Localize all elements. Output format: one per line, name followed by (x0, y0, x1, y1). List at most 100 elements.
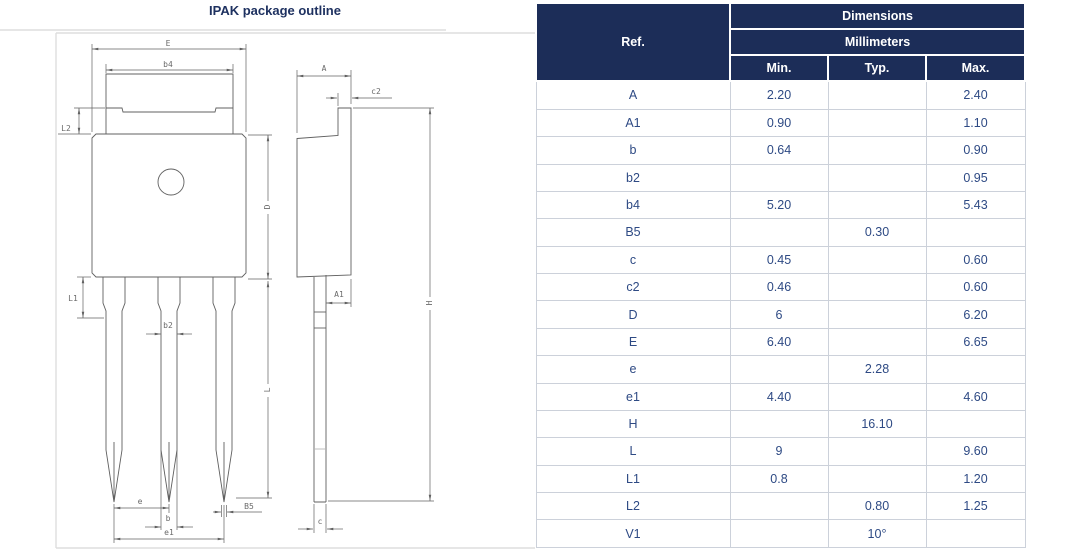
ref-cell: A1 (535, 108, 731, 138)
table-row: V1 10° (535, 519, 1026, 548)
table-row: L2 0.80 1.25 (535, 492, 1026, 521)
header-dimensions: Dimensions (728, 2, 1027, 30)
max-cell: 6.20 (925, 300, 1026, 329)
typ-cell: 10° (827, 519, 927, 548)
ref-cell: V1 (535, 519, 731, 548)
max-cell: 1.25 (925, 492, 1026, 521)
table-row: B5 0.30 (535, 218, 1026, 247)
max-cell: 0.95 (925, 163, 1026, 192)
ref-cell: L1 (535, 464, 731, 494)
max-cell: 1.10 (925, 108, 1026, 138)
table-row: A1 0.90 1.10 (535, 108, 1026, 138)
ref-cell: L2 (535, 492, 731, 521)
ref-cell: c2 (535, 273, 731, 302)
table-row: c 0.45 0.60 (535, 245, 1026, 275)
header-max: Max. (924, 54, 1027, 82)
lead-center (157, 277, 181, 503)
package-outline-drawing: E b4 L2 L1 b2 e b B5 e1 A c2 A1 c D L H (0, 29, 535, 549)
typ-cell: 0.30 (827, 218, 927, 247)
min-cell: 0.45 (729, 245, 829, 275)
table-row: e 2.28 (535, 355, 1026, 384)
typ-cell (827, 80, 927, 110)
typ-cell (827, 163, 927, 192)
min-cell: 6 (729, 300, 829, 329)
dim-label-b: b (166, 514, 171, 523)
header-min: Min. (729, 54, 829, 82)
typ-cell (827, 136, 927, 165)
ref-cell: c (535, 245, 731, 275)
dim-label-e1: e1 (164, 528, 174, 537)
min-cell: 2.20 (729, 80, 829, 110)
tab-step-line (106, 107, 233, 113)
dim-label-L1: L1 (68, 294, 78, 303)
dimensions-table: Ref. Dimensions Millimeters Min. Typ. Ma… (535, 2, 1027, 548)
ref-cell: D (535, 300, 731, 329)
header-millimeters: Millimeters (728, 28, 1027, 56)
figure-title: IPAK package outline (209, 3, 341, 18)
max-cell: 0.60 (925, 273, 1026, 302)
typ-cell (827, 300, 927, 329)
front-view (91, 73, 247, 503)
min-cell (729, 218, 829, 247)
max-cell: 9.60 (925, 437, 1026, 466)
lead-left (102, 277, 126, 503)
typ-cell (827, 437, 927, 466)
table-row: A 2.20 2.40 (535, 80, 1026, 110)
ref-cell: e (535, 355, 731, 384)
dim-label-A: A (322, 64, 327, 73)
front-dimensions (58, 44, 272, 543)
max-cell (925, 519, 1026, 548)
max-cell: 6.65 (925, 327, 1026, 357)
tab-outline (105, 73, 234, 134)
ref-cell: H (535, 409, 731, 439)
package-body (91, 133, 247, 278)
table-row: H 16.10 (535, 409, 1026, 439)
min-cell (729, 409, 829, 439)
dim-label-E: E (166, 39, 171, 48)
side-view (296, 107, 352, 503)
table-row: E 6.40 6.65 (535, 327, 1026, 357)
dim-label-b4: b4 (163, 60, 173, 69)
typ-cell: 16.10 (827, 409, 927, 439)
figure-border (0, 29, 535, 549)
dim-label-b2: b2 (163, 321, 173, 330)
max-cell: 5.43 (925, 190, 1026, 220)
typ-cell (827, 108, 927, 138)
min-cell: 9 (729, 437, 829, 466)
typ-cell (827, 190, 927, 220)
table-row: b4 5.20 5.43 (535, 190, 1026, 220)
ref-cell: b2 (535, 163, 731, 192)
min-cell: 5.20 (729, 190, 829, 220)
ref-cell: A (535, 80, 731, 110)
label-backplates (262, 201, 435, 397)
dim-label-e: e (138, 497, 143, 506)
ref-cell: B5 (535, 218, 731, 247)
typ-cell (827, 464, 927, 494)
table-row: b 0.64 0.90 (535, 136, 1026, 165)
min-cell: 6.40 (729, 327, 829, 357)
dim-label-L2: L2 (61, 124, 71, 133)
side-lead (313, 275, 327, 503)
table-row: L1 0.8 1.20 (535, 464, 1026, 494)
dim-label-D: D (263, 204, 272, 209)
dim-label-c2: c2 (371, 87, 381, 96)
lead-right (212, 277, 236, 503)
max-cell (925, 355, 1026, 384)
ref-cell: e1 (535, 382, 731, 411)
dim-label-A1: A1 (334, 290, 344, 299)
min-cell (729, 519, 829, 548)
max-cell: 2.40 (925, 80, 1026, 110)
dim-label-c: c (318, 517, 323, 526)
header-typ: Typ. (827, 54, 927, 82)
typ-cell (827, 245, 927, 275)
max-cell (925, 409, 1026, 439)
min-cell (729, 355, 829, 384)
min-cell: 0.8 (729, 464, 829, 494)
typ-cell (827, 382, 927, 411)
min-cell: 0.64 (729, 136, 829, 165)
table-row: D 6 6.20 (535, 300, 1026, 329)
max-cell: 4.60 (925, 382, 1026, 411)
ref-cell: E (535, 327, 731, 357)
ref-cell: L (535, 437, 731, 466)
